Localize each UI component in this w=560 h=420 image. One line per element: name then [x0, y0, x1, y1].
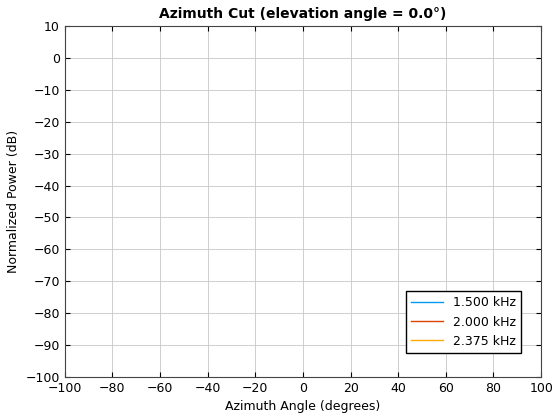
Legend: 1.500 kHz, 2.000 kHz, 2.375 kHz: 1.500 kHz, 2.000 kHz, 2.375 kHz [407, 291, 521, 353]
Title: Azimuth Cut (elevation angle = 0.0°): Azimuth Cut (elevation angle = 0.0°) [159, 7, 447, 21]
X-axis label: Azimuth Angle (degrees): Azimuth Angle (degrees) [225, 400, 381, 413]
Y-axis label: Normalized Power (dB): Normalized Power (dB) [7, 130, 20, 273]
